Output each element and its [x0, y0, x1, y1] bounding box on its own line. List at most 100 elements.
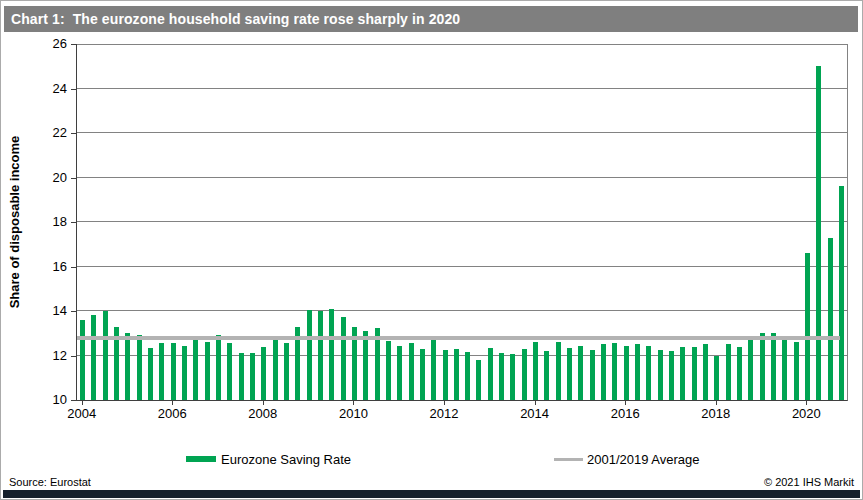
- bar-2020Q3: [828, 238, 833, 400]
- bar-2011Q1: [397, 346, 402, 401]
- bar-2010Q2: [363, 331, 368, 400]
- legend-line-swatch-icon: [554, 458, 583, 461]
- y-tick-label: 20: [35, 170, 67, 185]
- y-tick-label: 22: [35, 125, 67, 140]
- x-axis-tick: [263, 401, 264, 405]
- source-note: Source: Eurostat: [9, 476, 91, 488]
- bar-2011Q3: [420, 349, 425, 400]
- chart-area: Share of disposable income 1012141618202…: [1, 1, 863, 441]
- x-tick-label: 2006: [150, 406, 194, 421]
- gridline: [77, 221, 847, 222]
- y-axis-tick: [71, 356, 76, 357]
- plot-area: [76, 44, 848, 401]
- bar-2006Q2: [182, 346, 187, 401]
- gridline: [77, 44, 847, 45]
- bar-2006Q4: [205, 342, 210, 400]
- legend: Eurozone Saving Rate 2001/2019 Average: [1, 450, 863, 468]
- bar-2019Q2: [771, 333, 776, 400]
- bar-2009Q3: [329, 309, 334, 400]
- y-tick-label: 12: [35, 348, 67, 363]
- bar-2020Q2: [816, 66, 821, 400]
- bar-2020Q4: [839, 186, 844, 400]
- bar-2014Q2: [544, 351, 549, 400]
- bar-2005Q1: [125, 333, 130, 400]
- gridline: [77, 88, 847, 89]
- x-tick-label: 2016: [603, 406, 647, 421]
- bar-2016Q2: [635, 344, 640, 400]
- y-axis-tick: [71, 311, 76, 312]
- bar-2018Q4: [748, 339, 753, 400]
- bar-2018Q1: [714, 356, 719, 401]
- x-tick-label: 2010: [331, 406, 375, 421]
- x-axis-tick: [353, 401, 354, 405]
- y-axis-tick: [71, 267, 76, 268]
- bar-2019Q4: [794, 342, 799, 400]
- y-axis-tick: [71, 89, 76, 90]
- bar-2017Q1: [669, 351, 674, 400]
- gridline: [77, 132, 847, 133]
- y-tick-label: 24: [35, 81, 67, 96]
- gridline: [77, 310, 847, 311]
- bar-2012Q3: [465, 352, 470, 400]
- legend-label-saving-rate: Eurozone Saving Rate: [221, 452, 351, 467]
- y-tick-label: 16: [35, 259, 67, 274]
- bar-2009Q4: [341, 317, 346, 400]
- bar-2015Q4: [612, 343, 617, 400]
- bar-2016Q4: [658, 350, 663, 400]
- bar-2017Q3: [692, 347, 697, 400]
- bar-2015Q1: [578, 346, 583, 401]
- x-axis-tick: [535, 401, 536, 405]
- gridline: [77, 266, 847, 267]
- y-axis-tick: [71, 44, 76, 45]
- x-axis-tick: [172, 401, 173, 405]
- average-line: [77, 336, 840, 340]
- bar-2005Q2: [137, 335, 142, 400]
- x-axis-tick: [444, 401, 445, 405]
- x-tick-label: 2014: [513, 406, 557, 421]
- y-tick-label: 14: [35, 303, 67, 318]
- x-axis-tick: [82, 401, 83, 405]
- bar-2007Q4: [250, 353, 255, 400]
- bar-2017Q2: [680, 347, 685, 400]
- bar-2011Q2: [409, 343, 414, 400]
- bar-2014Q4: [567, 348, 572, 400]
- bar-2006Q1: [171, 343, 176, 400]
- bar-2009Q1: [307, 310, 312, 400]
- x-tick-label: 2008: [241, 406, 285, 421]
- bar-2004Q1: [80, 320, 85, 400]
- bar-2015Q3: [601, 344, 606, 400]
- y-axis-tick: [71, 178, 76, 179]
- bar-2016Q3: [646, 346, 651, 401]
- bar-2012Q1: [443, 350, 448, 400]
- bar-2006Q3: [193, 340, 198, 400]
- bar-2005Q3: [148, 348, 153, 400]
- bar-2007Q2: [227, 343, 232, 400]
- bar-2008Q3: [284, 343, 289, 400]
- gridline: [77, 177, 847, 178]
- bar-2019Q1: [760, 333, 765, 400]
- x-tick-label: 2020: [784, 406, 828, 421]
- x-axis-tick: [625, 401, 626, 405]
- bar-2017Q4: [703, 344, 708, 400]
- y-axis-tick: [71, 400, 76, 401]
- bar-2004Q3: [103, 311, 108, 400]
- bar-2013Q2: [499, 353, 504, 400]
- bar-2011Q4: [431, 337, 436, 400]
- copyright-note: © 2021 IHS Markit: [764, 476, 854, 488]
- legend-item-saving-rate: Eurozone Saving Rate: [186, 450, 351, 468]
- bar-2010Q4: [386, 341, 391, 400]
- y-axis-title: Share of disposable income: [7, 44, 25, 400]
- bar-2007Q3: [239, 353, 244, 400]
- bar-2019Q3: [782, 340, 787, 400]
- x-tick-label: 2018: [694, 406, 738, 421]
- y-tick-label: 18: [35, 214, 67, 229]
- bar-2014Q1: [533, 342, 538, 400]
- x-tick-label: 2012: [422, 406, 466, 421]
- y-axis-tick: [71, 133, 76, 134]
- bar-2015Q2: [590, 350, 595, 400]
- y-tick-label: 10: [35, 392, 67, 407]
- x-axis-tick: [716, 401, 717, 405]
- bar-2014Q3: [556, 342, 561, 400]
- bar-2007Q1: [216, 335, 221, 400]
- bar-2016Q1: [624, 346, 629, 401]
